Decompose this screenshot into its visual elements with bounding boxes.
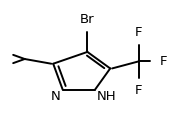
Text: N: N	[51, 90, 61, 103]
Text: NH: NH	[97, 90, 116, 103]
Text: Br: Br	[80, 13, 95, 26]
Text: F: F	[135, 26, 142, 39]
Text: F: F	[135, 84, 142, 97]
Text: F: F	[160, 55, 167, 68]
